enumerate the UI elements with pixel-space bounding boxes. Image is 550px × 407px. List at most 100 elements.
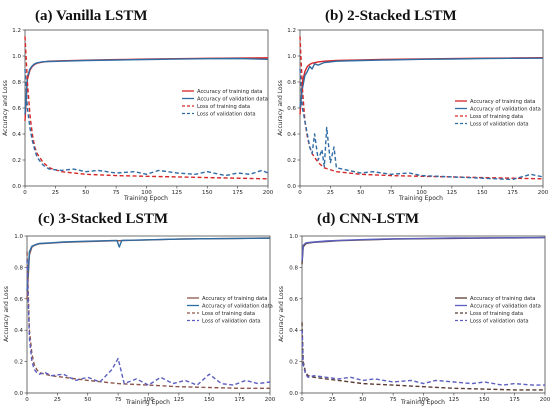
x-tick-label: 100 xyxy=(416,190,427,196)
series-line-3 xyxy=(299,68,544,181)
chart-title: (b) 2-Stacked LSTM xyxy=(325,8,457,24)
legend-entry: Loss of validation data xyxy=(470,318,529,324)
x-axis-label: Training Epoch xyxy=(400,399,445,406)
y-tick-label: 0.2 xyxy=(289,360,298,366)
x-tick-label: 200 xyxy=(538,190,549,196)
x-tick-label: 150 xyxy=(479,397,490,403)
x-tick-label: 125 xyxy=(174,397,185,403)
x-tick-label: 25 xyxy=(327,190,334,196)
y-tick-label: 0.6 xyxy=(287,106,296,112)
series-line-2 xyxy=(301,322,545,391)
x-tick-label: 150 xyxy=(204,397,215,403)
series-line-1 xyxy=(26,237,271,291)
y-tick-label: 0.8 xyxy=(287,80,296,86)
x-tick-label: 100 xyxy=(143,397,154,403)
x-tick-label: 200 xyxy=(540,397,550,403)
legend-entry: Loss of training data xyxy=(197,104,250,110)
x-tick-label: 25 xyxy=(52,190,59,196)
x-tick-label: 0 xyxy=(25,397,29,403)
y-tick-label: 0.0 xyxy=(287,184,296,190)
y-tick-label: 0.8 xyxy=(12,80,21,86)
x-tick-label: 125 xyxy=(172,190,183,196)
x-tick-label: 50 xyxy=(359,397,366,403)
y-tick-label: 0.4 xyxy=(12,132,21,138)
x-tick-label: 175 xyxy=(232,190,243,196)
y-tick-label: 1.0 xyxy=(14,234,23,240)
x-tick-label: 25 xyxy=(54,397,61,403)
series-line-1 xyxy=(24,57,269,115)
y-tick-label: 0.8 xyxy=(14,265,23,271)
x-tick-label: 0 xyxy=(298,190,302,196)
legend-entry: Accuracy of validation data xyxy=(197,96,268,102)
x-tick-label: 150 xyxy=(202,190,213,196)
y-axis-label: Accuracy and Loss xyxy=(278,286,285,342)
series-line-2 xyxy=(24,36,269,180)
legend-entry: Accuracy of training data xyxy=(470,296,535,302)
x-tick-label: 0 xyxy=(23,190,27,196)
legend-entry: Loss of training data xyxy=(470,311,523,317)
x-tick-label: 50 xyxy=(84,397,91,403)
chart-title: (c) 3-Stacked LSTM xyxy=(38,211,168,227)
series-line-3 xyxy=(26,259,271,386)
legend-entry: Loss of training data xyxy=(202,311,255,317)
legend-entry: Accuracy of training data xyxy=(197,89,262,95)
x-axis-label: Training Epoch xyxy=(398,195,443,202)
x-tick-label: 125 xyxy=(449,397,460,403)
chart-panel-3: (d) CNN-LSTM 0 25 50 75 100 125 150 175 200 0.0 0.2… xyxy=(278,211,550,406)
y-tick-label: 0.2 xyxy=(12,158,21,164)
legend-entry: Accuracy of validation data xyxy=(202,303,273,309)
x-tick-label: 75 xyxy=(113,190,120,196)
x-tick-label: 175 xyxy=(509,397,520,403)
x-tick-label: 25 xyxy=(329,397,336,403)
y-tick-label: 0.0 xyxy=(14,391,23,397)
x-axis-label: Training Epoch xyxy=(123,195,168,202)
y-axis-label: Accuracy and Loss xyxy=(277,80,284,136)
legend-entry: Accuracy of training data xyxy=(470,99,535,105)
series-line-3 xyxy=(24,68,269,177)
series-line-0 xyxy=(301,236,546,265)
x-tick-label: 175 xyxy=(507,190,518,196)
x-tick-label: 100 xyxy=(418,397,429,403)
legend-entry: Loss of training data xyxy=(470,114,523,120)
x-tick-label: 75 xyxy=(390,397,397,403)
series-line-2 xyxy=(26,251,270,389)
chart-panel-2: (c) 3-Stacked LSTM 0 25 50 75 100 125 150 175 200… xyxy=(3,211,276,406)
series-line-3 xyxy=(301,330,545,386)
x-tick-label: 0 xyxy=(300,397,304,403)
y-axis-label: Accuracy and Loss xyxy=(3,286,10,342)
y-tick-label: 0.6 xyxy=(12,106,21,112)
y-tick-label: 1.2 xyxy=(287,28,296,34)
series-line-1 xyxy=(299,57,544,109)
y-tick-label: 1.0 xyxy=(12,54,21,60)
x-tick-label: 200 xyxy=(263,190,274,196)
x-tick-label: 75 xyxy=(388,190,395,196)
legend-entry: Accuracy of validation data xyxy=(470,106,541,112)
y-tick-label: 0.6 xyxy=(289,297,298,303)
legend-entry: Loss of validation data xyxy=(470,121,529,127)
y-tick-label: 0.2 xyxy=(287,158,296,164)
x-tick-label: 200 xyxy=(265,397,276,403)
chart-title: (a) Vanilla LSTM xyxy=(35,8,148,24)
legend-entry: Accuracy of training data xyxy=(202,296,267,302)
x-tick-label: 125 xyxy=(447,190,458,196)
x-axis-label: Training Epoch xyxy=(125,399,170,406)
y-axis-label: Accuracy and Loss xyxy=(2,80,9,136)
y-tick-label: 0.8 xyxy=(289,265,298,271)
chart-panel-0: (a) Vanilla LSTM 0 25 50 75 100 125 150 175 200 0.… xyxy=(2,8,274,202)
chart-title: (d) CNN-LSTM xyxy=(317,211,419,227)
y-tick-label: 1.0 xyxy=(289,234,298,240)
x-tick-label: 50 xyxy=(357,190,364,196)
y-tick-label: 0.6 xyxy=(14,297,23,303)
x-tick-label: 175 xyxy=(234,397,245,403)
x-tick-label: 150 xyxy=(477,190,488,196)
y-tick-label: 1.0 xyxy=(287,54,296,60)
x-tick-label: 75 xyxy=(115,397,122,403)
y-tick-label: 0.0 xyxy=(12,184,21,190)
series-line-1 xyxy=(301,236,546,262)
y-tick-label: 1.2 xyxy=(12,28,21,34)
y-tick-label: 0.0 xyxy=(289,391,298,397)
